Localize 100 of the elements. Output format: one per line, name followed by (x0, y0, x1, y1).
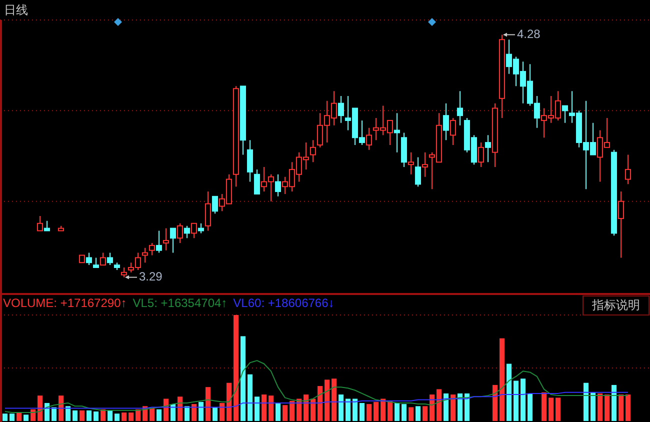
candlestick (142, 247, 148, 264)
bar (548, 398, 554, 421)
bar (346, 398, 350, 421)
candlestick (37, 216, 43, 232)
candlestick (338, 95, 344, 124)
candlestick (457, 90, 463, 126)
candlestick (478, 142, 484, 168)
candlestick (177, 222, 183, 244)
bar (374, 402, 378, 421)
candlestick (107, 252, 113, 266)
candlestick (366, 127, 372, 150)
bar (150, 408, 154, 421)
bar (100, 409, 106, 421)
bar (464, 393, 470, 421)
annotation: 4.28 (517, 26, 541, 41)
bar (226, 382, 232, 421)
candlestick (415, 156, 421, 188)
bar (290, 400, 294, 421)
bar (352, 398, 358, 421)
text: VL5: +16354704↑ (132, 296, 228, 310)
bar (2, 414, 8, 421)
candlestick (422, 152, 428, 178)
bar (318, 386, 322, 421)
bar (430, 394, 434, 421)
bar (598, 393, 602, 421)
candlestick (450, 118, 456, 146)
bar (248, 374, 252, 421)
candlestick (310, 140, 316, 163)
bar (556, 398, 560, 421)
bar (282, 405, 288, 421)
candlestick (254, 168, 260, 194)
candlestick (408, 152, 414, 175)
candlestick (44, 220, 50, 232)
candlestick (443, 102, 449, 141)
bar (408, 407, 414, 421)
candlestick (163, 228, 169, 251)
bar (122, 412, 126, 421)
bar (402, 404, 406, 421)
bar (240, 336, 246, 421)
bar (338, 394, 344, 421)
bar (170, 404, 176, 421)
bar (626, 394, 630, 421)
candlestick (247, 140, 253, 182)
bar (450, 394, 456, 421)
candlestick (184, 225, 190, 239)
bar (416, 406, 420, 421)
bar (212, 407, 218, 421)
bar (520, 378, 526, 421)
bar (394, 402, 400, 421)
bar (506, 364, 512, 421)
bar (52, 407, 56, 421)
bar (178, 396, 182, 421)
candlestick (618, 191, 624, 258)
bar (164, 398, 168, 421)
bar (500, 338, 504, 421)
candlestick (275, 174, 281, 197)
bar (514, 380, 518, 421)
bar (444, 393, 448, 421)
bar (332, 378, 336, 421)
candlestick (156, 230, 162, 254)
bar (108, 410, 112, 421)
bar (80, 410, 84, 421)
bar (184, 406, 190, 421)
candlestick (100, 252, 106, 266)
annotation: 3.29 (139, 269, 163, 284)
bar (38, 396, 42, 421)
bar (304, 394, 308, 421)
candlestick (149, 242, 155, 256)
bar (584, 382, 588, 421)
bar (192, 404, 196, 421)
bar (254, 396, 260, 421)
candlestick (191, 222, 197, 239)
bar (542, 392, 546, 421)
bar (66, 406, 70, 421)
candlestick (170, 228, 176, 254)
bar (24, 414, 28, 421)
candlestick (625, 154, 631, 185)
chart-title: 日线 (4, 3, 28, 17)
bar (458, 393, 462, 421)
bar (128, 412, 134, 421)
bar (422, 406, 428, 421)
bar (268, 396, 274, 421)
bar (612, 384, 616, 421)
bar (380, 398, 386, 421)
bar (136, 409, 140, 421)
bar (94, 411, 98, 421)
bar (366, 404, 372, 421)
candlestick (485, 134, 491, 163)
bar (10, 414, 14, 421)
bar (86, 410, 92, 421)
candlestick (198, 222, 204, 234)
bar (198, 402, 204, 421)
candlestick (205, 191, 211, 232)
bar (276, 402, 280, 421)
bar (156, 409, 162, 421)
bar (114, 414, 120, 421)
bar (492, 384, 498, 421)
bar (360, 402, 364, 421)
candlestick (93, 257, 99, 268)
text: VL60: +18606766↓ (233, 296, 334, 310)
